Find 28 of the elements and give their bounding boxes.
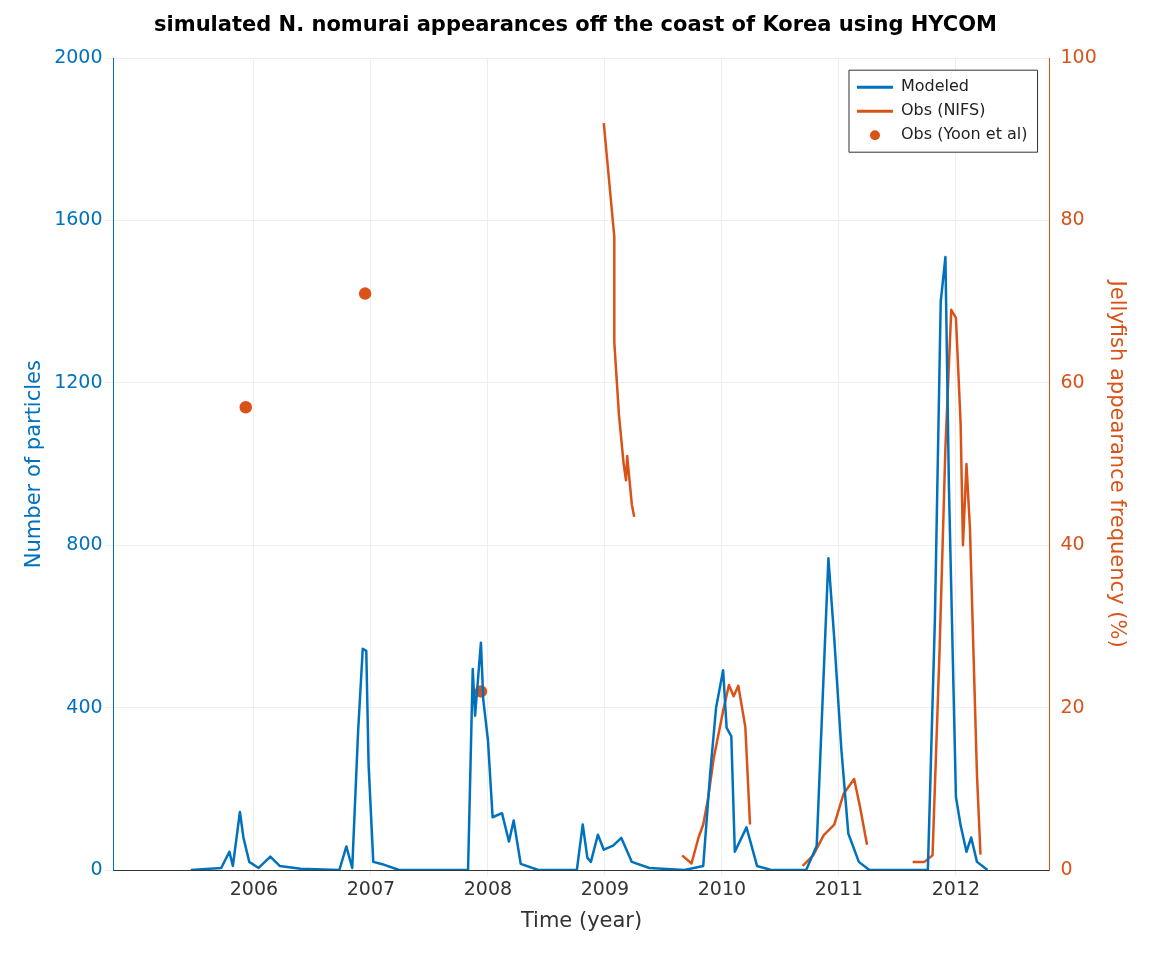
legend-label: Obs (Yoon et al) xyxy=(900,124,1028,144)
x-tick-label: 2010 xyxy=(697,877,747,900)
y2-tick-label: 100 xyxy=(1060,45,1097,68)
legend-label: Modeled xyxy=(900,76,970,96)
y-tick-label: 1600 xyxy=(54,207,103,230)
point xyxy=(358,287,372,300)
y-tick-label: 2000 xyxy=(54,45,103,68)
x-tick-label: 2006 xyxy=(229,877,279,900)
y-tick-label: 400 xyxy=(66,694,103,717)
legend-label: Obs (NIFS) xyxy=(900,100,986,120)
y-axis-title: Number of particles xyxy=(21,360,46,569)
x-tick-label: 2007 xyxy=(346,877,396,900)
y2-tick-label: 0 xyxy=(1060,856,1073,879)
x-axis-title: Time (year) xyxy=(519,907,643,932)
y2-tick-label: 80 xyxy=(1060,207,1085,230)
y2-tick-label: 20 xyxy=(1060,694,1085,717)
x-tick-label: 2011 xyxy=(814,877,864,900)
y2-tick-label: 60 xyxy=(1060,369,1085,392)
x-tick-label: 2012 xyxy=(931,877,981,900)
chart-title: simulated N. nomurai appearances off the coast of Korea using HYCOM xyxy=(154,12,997,37)
y-tick-label: 1200 xyxy=(54,369,103,392)
y-tick-label: 800 xyxy=(66,532,103,555)
x-tick-label: 2008 xyxy=(463,877,513,900)
y-tick-label: 0 xyxy=(90,856,103,879)
point xyxy=(239,401,253,414)
y2-axis-title: Jellyfish appearance frequency (%) xyxy=(1105,278,1130,648)
x-tick-label: 2009 xyxy=(580,877,630,900)
y2-tick-label: 40 xyxy=(1060,532,1085,555)
